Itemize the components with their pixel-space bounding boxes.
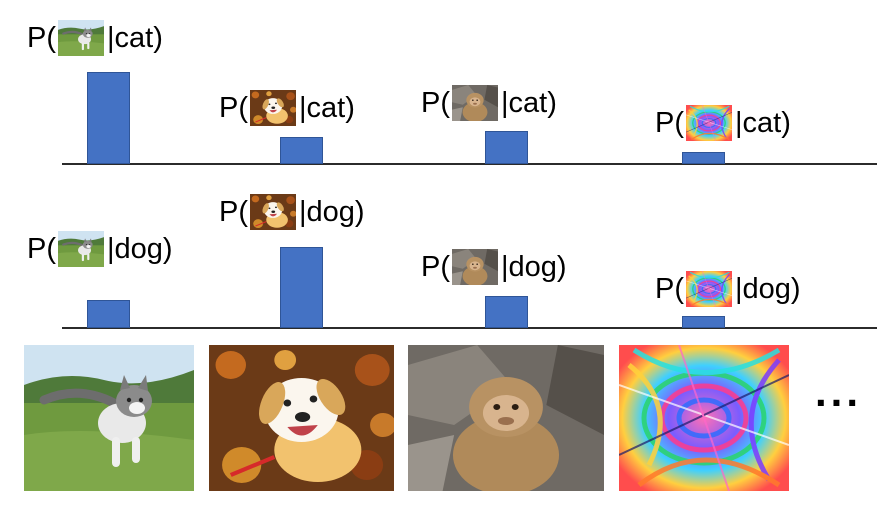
label-prefix: P( xyxy=(421,86,450,119)
label-dog-monkey: P( |dog) xyxy=(421,249,567,285)
label-suffix: |cat) xyxy=(107,21,163,54)
dog-thumbnail xyxy=(250,194,296,230)
bar-dog-kitten xyxy=(87,300,130,328)
bar-dog-dog xyxy=(280,247,323,328)
bar-cat-monkey xyxy=(485,131,528,164)
bar-cat-noise xyxy=(682,152,725,164)
label-prefix: P( xyxy=(219,91,248,124)
label-suffix: |dog) xyxy=(735,272,801,305)
kitten-photo xyxy=(24,345,194,491)
label-cat-dog: P( |cat) xyxy=(219,90,355,126)
label-prefix: P( xyxy=(27,21,56,54)
noise-pattern-image xyxy=(619,345,789,491)
label-dog-dog: P( |dog) xyxy=(219,194,365,230)
label-cat-noise: P( |cat) xyxy=(655,105,791,141)
label-suffix: |dog) xyxy=(107,232,173,265)
bar-cat-dog xyxy=(280,137,323,164)
monkey-thumbnail xyxy=(452,249,498,285)
dog-row-axis xyxy=(62,327,877,329)
monkey-thumbnail xyxy=(452,85,498,121)
bar-cat-kitten xyxy=(87,72,130,164)
bar-dog-noise xyxy=(682,316,725,328)
bar-dog-monkey xyxy=(485,296,528,328)
label-prefix: P( xyxy=(27,232,56,265)
label-prefix: P( xyxy=(655,272,684,305)
label-prefix: P( xyxy=(219,195,248,228)
dog-photo xyxy=(209,345,394,491)
label-prefix: P( xyxy=(655,106,684,139)
noise-thumbnail xyxy=(686,105,732,141)
noise-thumbnail xyxy=(686,271,732,307)
ellipsis: ... xyxy=(815,368,863,415)
label-cat-monkey: P( |cat) xyxy=(421,85,557,121)
label-cat-kitten: P( |cat) xyxy=(27,20,163,56)
label-dog-noise: P( |dog) xyxy=(655,271,801,307)
label-suffix: |cat) xyxy=(501,86,557,119)
cat-row-axis xyxy=(62,163,877,165)
label-prefix: P( xyxy=(421,250,450,283)
label-suffix: |dog) xyxy=(501,250,567,283)
monkey-photo xyxy=(408,345,604,491)
kitten-thumbnail xyxy=(58,20,104,56)
dog-thumbnail xyxy=(250,90,296,126)
label-dog-kitten: P( |dog) xyxy=(27,231,173,267)
label-suffix: |dog) xyxy=(299,195,365,228)
label-suffix: |cat) xyxy=(735,106,791,139)
kitten-thumbnail xyxy=(58,231,104,267)
label-suffix: |cat) xyxy=(299,91,355,124)
